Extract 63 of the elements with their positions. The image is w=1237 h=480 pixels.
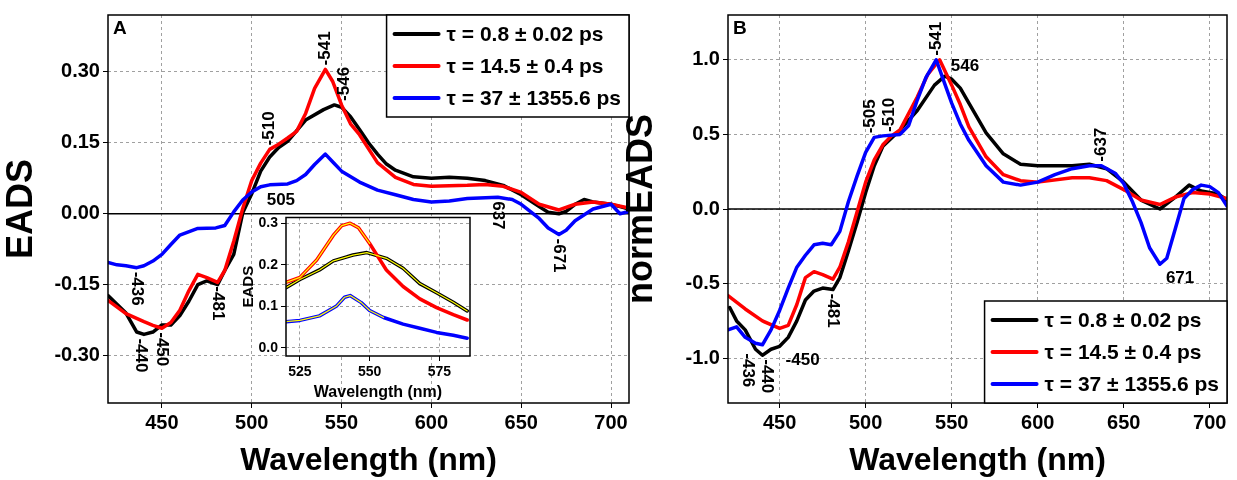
annotation: -505 <box>859 99 879 134</box>
y-tick-label: -0.30 <box>54 343 100 366</box>
y-axis-title: normEADS <box>618 113 660 305</box>
chart-title: B <box>733 16 747 38</box>
x-tick-label: 550 <box>357 363 382 380</box>
x-tick-label: 525 <box>288 363 312 380</box>
x-tick-label: 700 <box>1193 410 1227 433</box>
annotation: -436 <box>128 271 148 306</box>
annotation: -510 <box>259 111 279 146</box>
x-tick-label: 575 <box>427 363 452 380</box>
y-tick-label: 0.30 <box>61 59 100 82</box>
y-tick-label: 0.1 <box>258 297 279 314</box>
y-tick-label: 0.0 <box>692 196 720 219</box>
annotation: -671 <box>550 238 570 273</box>
annotation: -481 <box>208 286 228 321</box>
legend-label: τ = 37 ± 1355.6 ps <box>446 85 622 109</box>
annotation: -541 <box>315 31 335 66</box>
y-tick-label: -1.0 <box>685 345 720 368</box>
y-tick-label: 0.0 <box>258 338 279 355</box>
annotation: 505 <box>266 190 296 210</box>
y-tick-label: 0.3 <box>258 214 279 231</box>
x-axis-title: Wavelength (nm) <box>849 440 1106 477</box>
chart-title: A <box>113 16 127 38</box>
legend-label: τ = 0.8 ± 0.02 ps <box>1044 307 1202 331</box>
x-tick-label: 550 <box>935 410 969 433</box>
legend-label: τ = 14.5 ± 0.4 ps <box>446 53 604 77</box>
annotation: -450 <box>153 332 173 367</box>
y-axis-title: EADS <box>239 265 257 308</box>
y-tick-label: -0.5 <box>685 271 720 294</box>
y-tick-label: 0.2 <box>258 255 279 272</box>
x-tick-label: 700 <box>594 410 628 433</box>
annotation: -481 <box>824 293 844 328</box>
legend-label: τ = 14.5 ± 0.4 ps <box>1044 339 1202 363</box>
annotation: -510 <box>878 97 898 132</box>
annotation: -450 <box>785 349 820 369</box>
y-axis-title: EADS <box>0 158 40 260</box>
x-tick-label: 600 <box>414 410 449 433</box>
legend-label: τ = 37 ± 1355.6 ps <box>1044 371 1220 395</box>
y-tick-label: 0.00 <box>61 201 100 224</box>
x-tick-label: 500 <box>848 410 883 433</box>
y-tick-label: 0.5 <box>692 121 720 144</box>
x-tick-label: 550 <box>324 410 359 433</box>
annotation: -546 <box>334 66 354 101</box>
x-tick-label: 450 <box>145 410 179 433</box>
x-axis-title: Wavelength (nm) <box>240 440 497 477</box>
annotation: 637 <box>489 201 509 230</box>
annotation: -541 <box>925 21 945 56</box>
x-tick-label: 500 <box>235 410 269 433</box>
x-tick-label: 450 <box>762 410 797 433</box>
y-tick-label: 1.0 <box>692 47 720 70</box>
annotation: -440 <box>132 338 152 373</box>
annotation: -436 <box>738 353 758 388</box>
annotation: -637 <box>1091 127 1111 162</box>
x-tick-label: 650 <box>504 410 538 433</box>
annotation: 546 <box>950 55 980 75</box>
annotation: 671 <box>1165 267 1195 287</box>
x-tick-label: 600 <box>1021 410 1055 433</box>
x-axis-title: Wavelength (nm) <box>313 382 443 400</box>
y-tick-label: -0.15 <box>54 272 100 295</box>
annotation: -440 <box>757 359 777 394</box>
x-tick-label: 650 <box>1107 410 1141 433</box>
y-tick-label: 0.15 <box>61 130 100 153</box>
legend-label: τ = 0.8 ± 0.02 ps <box>446 21 604 45</box>
